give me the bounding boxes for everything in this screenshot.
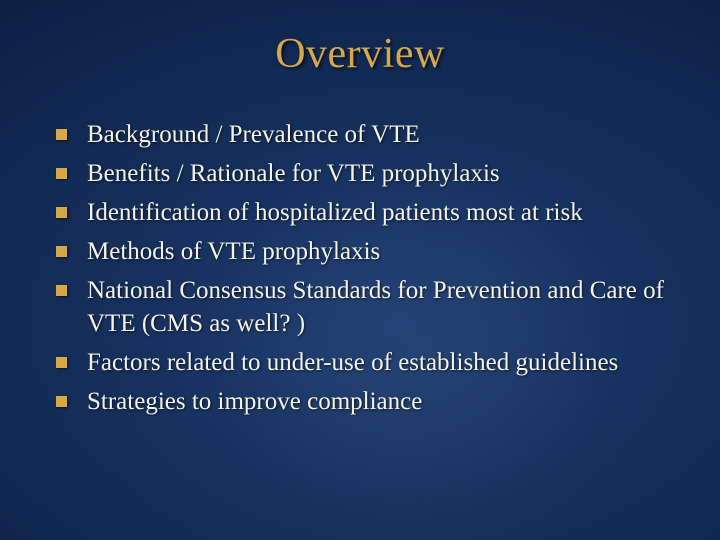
bullet-marker-icon [56, 285, 67, 296]
list-item: Strategies to improve compliance [56, 385, 672, 418]
bullet-marker-icon [56, 396, 67, 407]
list-item: Factors related to under-use of establis… [56, 346, 672, 379]
bullet-text: Background / Prevalence of VTE [87, 118, 420, 151]
list-item: Benefits / Rationale for VTE prophylaxis [56, 157, 672, 190]
slide-container: Overview Background / Prevalence of VTE … [0, 0, 720, 540]
bullet-marker-icon [56, 246, 67, 257]
slide-title: Overview [48, 30, 672, 78]
list-item: Methods of VTE prophylaxis [56, 235, 672, 268]
bullet-text: Factors related to under-use of establis… [87, 346, 618, 379]
bullet-text: National Consensus Standards for Prevent… [87, 274, 672, 340]
bullet-text: Methods of VTE prophylaxis [87, 235, 380, 268]
list-item: National Consensus Standards for Prevent… [56, 274, 672, 340]
bullet-list: Background / Prevalence of VTE Benefits … [48, 118, 672, 418]
bullet-marker-icon [56, 357, 67, 368]
bullet-marker-icon [56, 168, 67, 179]
list-item: Background / Prevalence of VTE [56, 118, 672, 151]
bullet-marker-icon [56, 207, 67, 218]
bullet-text: Identification of hospitalized patients … [87, 196, 583, 229]
bullet-text: Strategies to improve compliance [87, 385, 422, 418]
bullet-marker-icon [56, 129, 67, 140]
list-item: Identification of hospitalized patients … [56, 196, 672, 229]
bullet-text: Benefits / Rationale for VTE prophylaxis [87, 157, 500, 190]
